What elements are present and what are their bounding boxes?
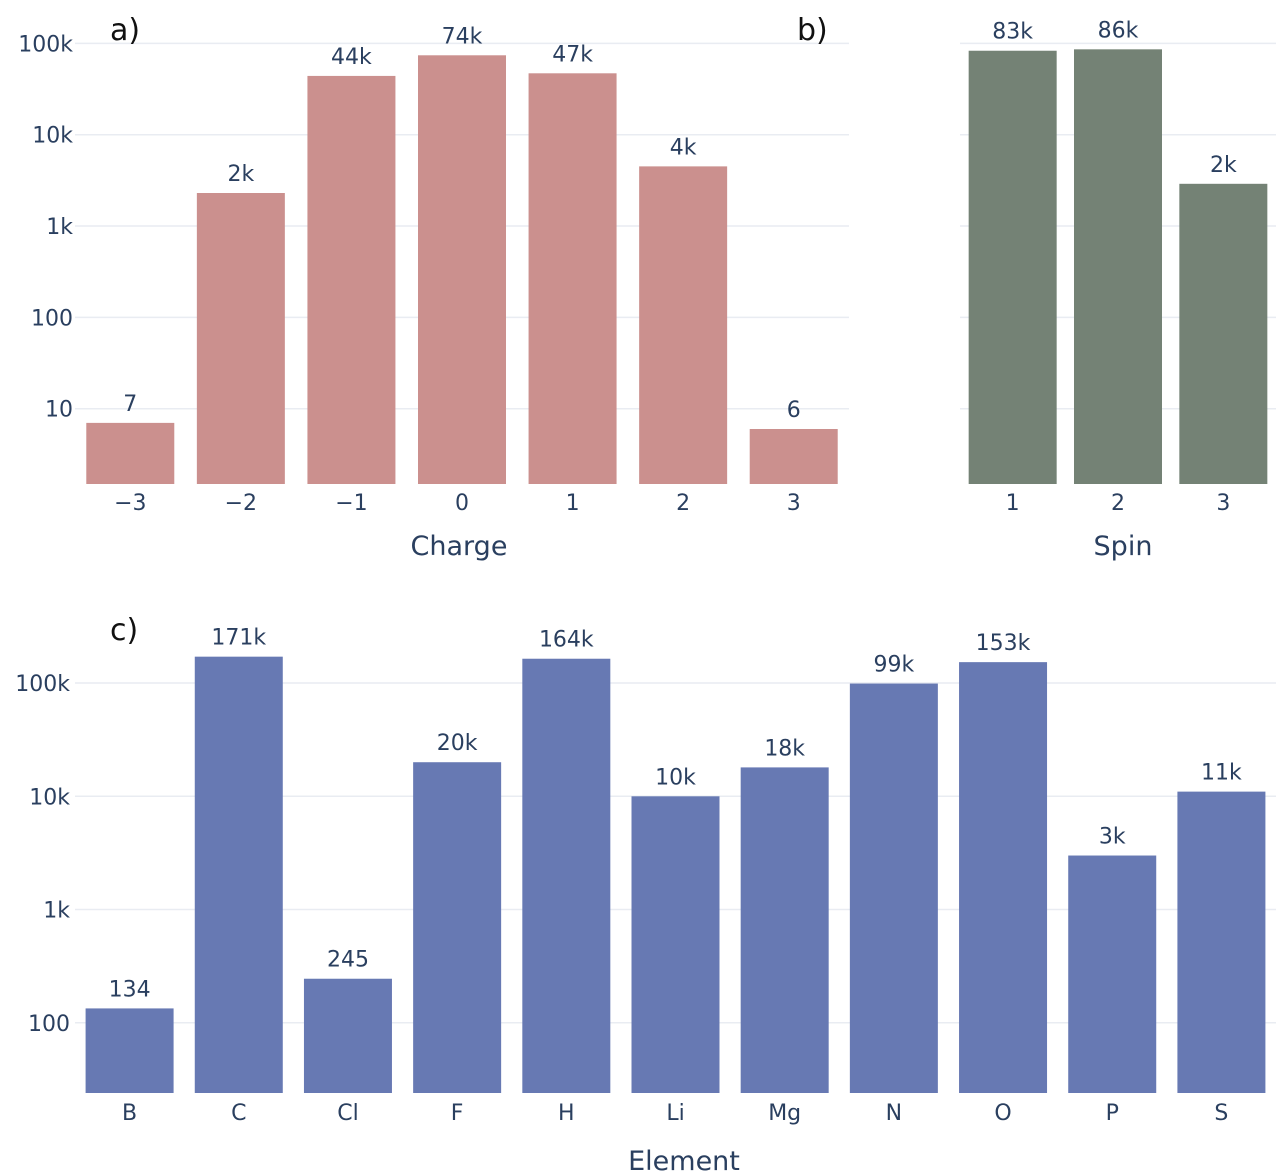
x-tick-label: Mg	[768, 1101, 801, 1126]
data-label: 44k	[331, 45, 372, 70]
element-bar	[413, 762, 502, 1093]
x-tick-label: S	[1214, 1101, 1228, 1126]
data-label: 171k	[211, 626, 266, 651]
element-bar	[303, 978, 392, 1093]
element-bar	[849, 683, 938, 1093]
x-tick-label: 1	[566, 491, 580, 516]
data-label: 164k	[539, 628, 594, 653]
data-label: 7	[123, 392, 137, 417]
panel-label: b)	[797, 13, 828, 48]
x-tick-label: 2	[676, 491, 690, 516]
spin-bar	[1074, 49, 1162, 484]
data-label: 2k	[227, 162, 254, 187]
x-tick-label: B	[122, 1101, 137, 1126]
element-bar	[85, 1008, 174, 1093]
element-bar	[1177, 791, 1266, 1093]
data-label: 47k	[552, 42, 593, 67]
data-label: 18k	[764, 736, 805, 761]
x-tick-label: F	[451, 1101, 464, 1126]
data-label: 4k	[670, 135, 697, 160]
charge-bar	[86, 422, 175, 484]
spin-bar	[1179, 183, 1268, 484]
data-label: 10k	[655, 765, 696, 790]
data-label: 86k	[1098, 18, 1139, 43]
panel-label: a)	[110, 13, 140, 48]
element-bar	[522, 658, 611, 1093]
panel-element: 100 1k 10k 100k 134 B 171k C 245 Cl 20k F 164k H 10k Li…	[15, 613, 1276, 1173]
data-label: 11k	[1201, 761, 1242, 786]
x-tick-label: −1	[335, 491, 367, 516]
x-tick-label: −3	[114, 491, 146, 516]
y-tick-label: 1k	[43, 899, 70, 924]
x-tick-label: N	[886, 1101, 902, 1126]
element-bar	[740, 767, 829, 1093]
x-tick-label: O	[994, 1101, 1011, 1126]
x-tick-label: P	[1106, 1101, 1119, 1126]
data-label: 3k	[1099, 825, 1126, 850]
charge-bar	[528, 73, 617, 485]
y-tick-label: 10k	[32, 124, 73, 149]
element-bar	[631, 796, 720, 1093]
y-tick-label: 100	[28, 1012, 70, 1037]
data-label: 2k	[1210, 153, 1237, 178]
data-label: 20k	[437, 731, 478, 756]
x-tick-label: Li	[666, 1101, 684, 1126]
data-label: 245	[327, 948, 369, 973]
x-tick-label: 2	[1111, 491, 1125, 516]
x-tick-label: −2	[225, 491, 257, 516]
x-tick-label: 1	[1006, 491, 1020, 516]
x-tick-label: C	[231, 1101, 246, 1126]
element-bar	[959, 662, 1048, 1093]
charge-bar	[418, 55, 506, 484]
element-bar	[1068, 855, 1157, 1093]
data-label: 83k	[992, 20, 1033, 45]
y-tick-label: 10	[45, 398, 73, 423]
x-tick-label: Cl	[337, 1101, 358, 1126]
data-label: 74k	[442, 24, 483, 49]
charge-bar	[749, 429, 838, 484]
x-tick-label: 3	[787, 491, 801, 516]
panel-charge: 10 100 1k 10k 100k 7 −3 2k −2 44k −1 74k 0 47k 1 4k 2 6 3 C…	[18, 13, 849, 562]
y-tick-label: 1k	[46, 215, 73, 240]
charge-bar	[639, 166, 728, 485]
y-tick-label: 100k	[18, 32, 73, 57]
element-bar	[194, 656, 283, 1093]
data-label: 99k	[873, 653, 914, 678]
charge-bar	[307, 75, 396, 484]
x-tick-label: 0	[455, 491, 469, 516]
data-label: 153k	[976, 631, 1031, 656]
charge-bar	[196, 193, 285, 484]
x-tick-label: 3	[1216, 491, 1230, 516]
charge-axis-title: Charge	[411, 531, 508, 562]
element-axis-title: Element	[628, 1146, 740, 1173]
panel-label: c)	[110, 613, 138, 648]
y-tick-label: 10k	[29, 785, 70, 810]
y-tick-label: 100k	[15, 672, 70, 697]
spin-axis-title: Spin	[1094, 531, 1153, 562]
y-tick-label: 100	[31, 306, 73, 331]
spin-bar	[968, 50, 1057, 485]
panel-spin: 83k 1 86k 2 2k 3 Spin b)	[797, 13, 1276, 562]
data-label: 134	[109, 977, 151, 1002]
data-label: 6	[787, 398, 801, 423]
x-tick-label: H	[558, 1101, 575, 1126]
